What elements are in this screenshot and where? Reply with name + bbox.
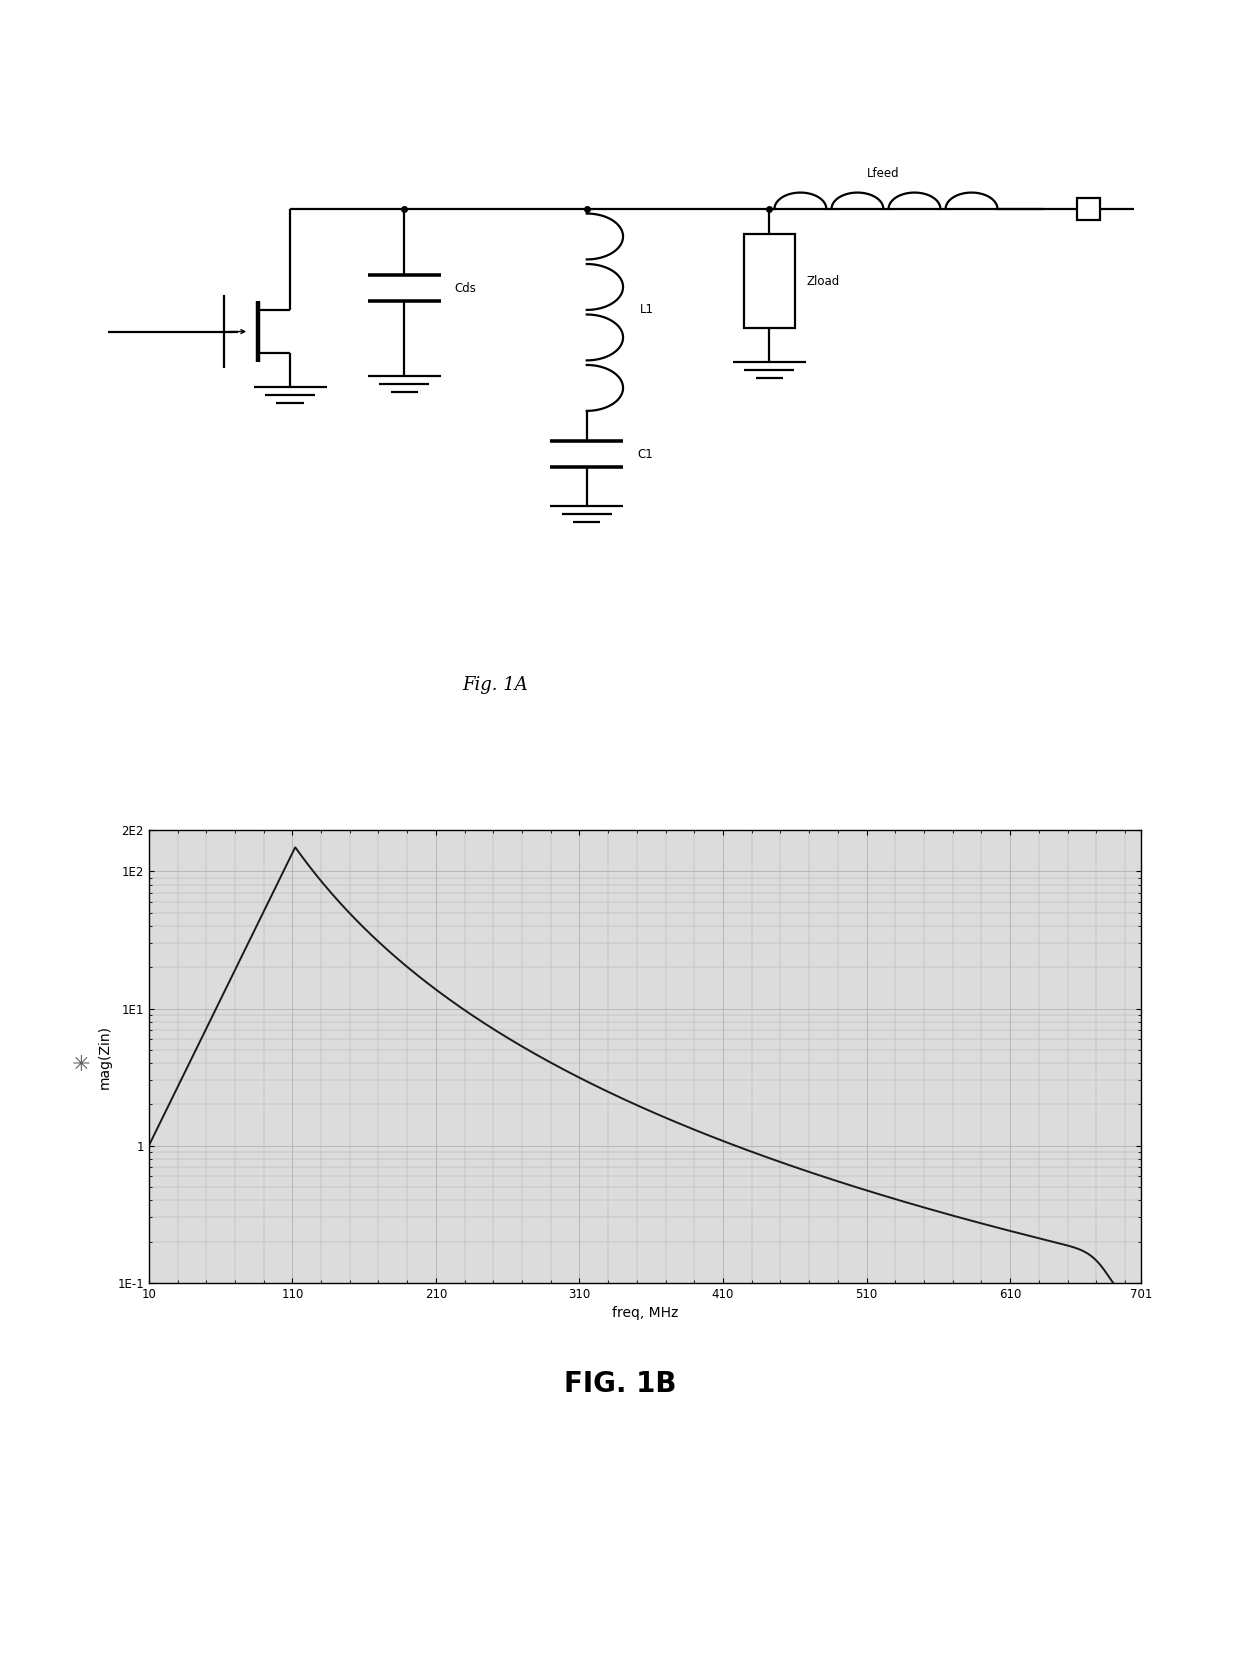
Text: Zload: Zload — [806, 275, 839, 287]
Text: L1: L1 — [640, 304, 655, 317]
Text: Fig. 1A: Fig. 1A — [463, 676, 528, 694]
X-axis label: freq, MHz: freq, MHz — [611, 1306, 678, 1320]
Y-axis label: mag(Zin): mag(Zin) — [98, 1025, 112, 1088]
Text: ✳: ✳ — [71, 1055, 91, 1075]
Bar — [1078, 198, 1100, 220]
Text: C1: C1 — [637, 448, 652, 461]
Text: FIG. 1B: FIG. 1B — [564, 1370, 676, 1397]
Text: Cds: Cds — [454, 282, 476, 295]
Text: Lfeed: Lfeed — [867, 166, 900, 179]
Bar — [744, 235, 795, 329]
